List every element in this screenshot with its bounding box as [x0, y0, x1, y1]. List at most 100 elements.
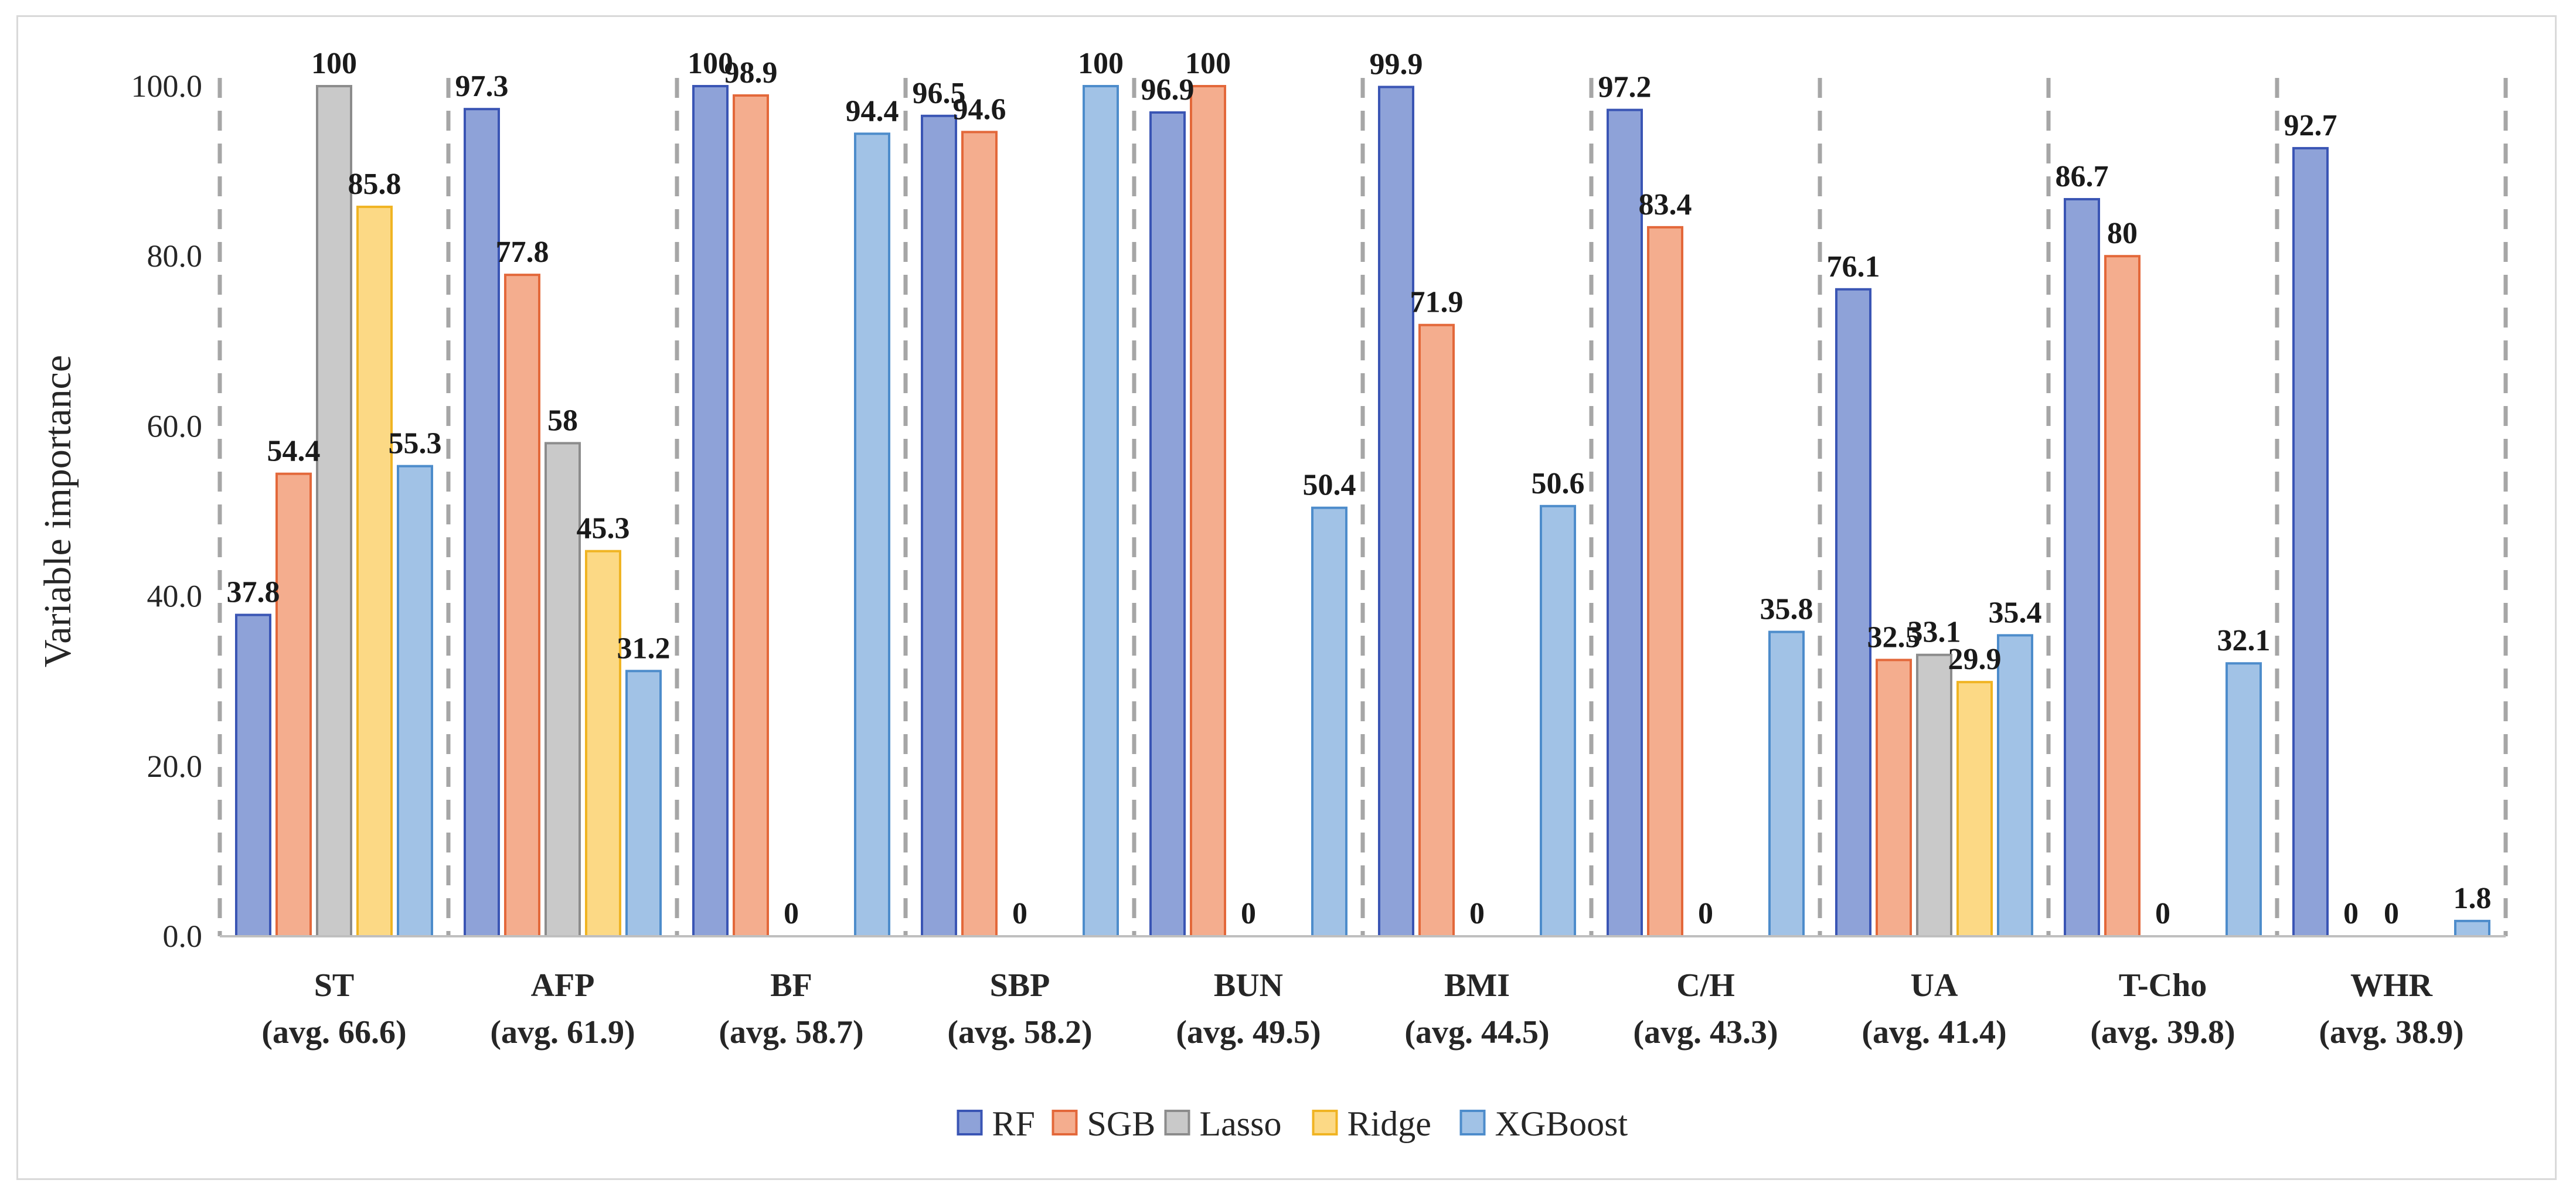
- bar-rf-afp: [464, 108, 500, 937]
- data-label-lasso-ua: 33.1: [1908, 616, 1961, 649]
- category-label-c-h: C/H: [1676, 967, 1735, 1004]
- data-label-sgb-bf: 98.9: [724, 56, 778, 90]
- category-label-bmi: BMI: [1444, 967, 1510, 1004]
- data-labels: 37.8 54.4 100 85.8 55.3 97.3 77.8 58 45.3 31.2 100…: [227, 47, 2492, 930]
- category-label-bun: BUN: [1214, 967, 1283, 1004]
- data-label-sgb-bun: 100: [1185, 47, 1231, 80]
- data-label-rf-ua: 76.1: [1827, 250, 1880, 284]
- y-tick-label: 80.0: [147, 238, 203, 274]
- bar-sgb-c-h: [1647, 226, 1683, 938]
- bar-sgb-sbp: [961, 131, 998, 937]
- bar-sgb-bun: [1190, 85, 1226, 937]
- y-tick-label: 20.0: [147, 749, 203, 784]
- bar-rf-st: [235, 613, 271, 937]
- legend-label-lasso: Lasso: [1200, 1104, 1282, 1143]
- legend-swatch-sgb: [1052, 1110, 1078, 1135]
- data-label-rf-bf: 100: [688, 47, 733, 80]
- data-label-lasso-t-cho: 0: [2155, 897, 2170, 930]
- y-tick-label: 100.0: [131, 69, 203, 104]
- category-subtitle-c-h: (avg. 43.3): [1633, 1014, 1778, 1051]
- category-label-afp: AFP: [531, 967, 595, 1004]
- data-label-xgboost-whr: 1.8: [2454, 882, 2492, 915]
- bar-sgb-bmi: [1418, 323, 1455, 938]
- data-label-ridge-afp: 45.3: [577, 512, 630, 545]
- x-axis: ST (avg. 66.6) AFP (avg. 61.9) BF (avg. 58.7)…: [220, 935, 2506, 1051]
- y-tick-label: 60.0: [147, 408, 203, 444]
- bar-sgb-t-cho: [2104, 255, 2141, 938]
- category-subtitle-bun: (avg. 49.5): [1176, 1014, 1321, 1051]
- category-subtitle-whr: (avg. 38.9): [2319, 1014, 2463, 1051]
- bars: [235, 85, 2490, 938]
- data-label-rf-bmi: 99.9: [1370, 47, 1423, 81]
- bar-lasso-st: [316, 85, 352, 937]
- bar-rf-bun: [1149, 111, 1186, 938]
- data-label-lasso-sbp: 0: [1012, 897, 1027, 930]
- data-label-sgb-bmi: 71.9: [1410, 286, 1464, 319]
- bar-xgboost-bf: [854, 132, 890, 938]
- y-tick-label: 40.0: [147, 579, 203, 614]
- bar-ridge-st: [356, 206, 393, 937]
- category-label-bf: BF: [770, 967, 812, 1004]
- legend-swatch-ridge: [1312, 1110, 1338, 1135]
- data-label-rf-whr: 92.7: [2284, 109, 2337, 142]
- bar-sgb-afp: [504, 274, 540, 938]
- bar-rf-sbp: [921, 114, 957, 937]
- data-label-rf-afp: 97.3: [455, 70, 509, 103]
- data-label-sgb-sbp: 94.6: [953, 93, 1006, 126]
- bar-rf-bf: [692, 85, 729, 937]
- bar-lasso-ua: [1916, 653, 1952, 937]
- data-label-xgboost-afp: 31.2: [617, 632, 671, 665]
- data-label-sgb-afp: 77.8: [496, 236, 549, 269]
- category-subtitle-st: (avg. 66.6): [261, 1014, 406, 1051]
- legend-swatch-lasso: [1164, 1110, 1190, 1135]
- category-label-st: ST: [314, 967, 355, 1004]
- bar-sgb-ua: [1876, 659, 1912, 938]
- data-label-lasso-afp: 58: [547, 404, 578, 437]
- category-label-t-cho: T-Cho: [2119, 967, 2207, 1004]
- data-label-sgb-ua: 32.5: [1867, 620, 1921, 654]
- legend-swatch-xgboost: [1459, 1110, 1486, 1135]
- legend-label-sgb: SGB: [1087, 1104, 1156, 1143]
- bar-rf-whr: [2292, 146, 2329, 938]
- data-label-lasso-whr: 0: [2384, 897, 2399, 930]
- legend-label-xgboost: XGBoost: [1495, 1104, 1628, 1143]
- bar-rf-ua: [1835, 288, 1871, 938]
- bar-sgb-bf: [733, 94, 769, 937]
- bar-ridge-ua: [1956, 681, 1993, 937]
- y-axis: 0.0 20.0 40.0 60.0 80.0 100.0 Variable importa…: [36, 69, 202, 954]
- data-label-sgb-t-cho: 80: [2107, 217, 2138, 250]
- legend-label-rf: RF: [992, 1104, 1035, 1143]
- category-label-sbp: SBP: [990, 967, 1050, 1004]
- data-label-xgboost-st: 55.3: [389, 427, 442, 461]
- bar-rf-bmi: [1378, 86, 1414, 937]
- bar-xgboost-afp: [625, 670, 662, 937]
- data-label-xgboost-t-cho: 32.1: [2217, 624, 2271, 657]
- data-label-rf-bun: 96.9: [1141, 73, 1195, 107]
- data-label-lasso-bun: 0: [1241, 897, 1256, 930]
- y-tick-label: 0.0: [163, 919, 203, 954]
- category-label-ua: UA: [1911, 967, 1958, 1004]
- data-label-xgboost-bmi: 50.6: [1532, 467, 1585, 500]
- bar-xgboost-c-h: [1768, 630, 1805, 937]
- data-label-ridge-st: 85.8: [348, 168, 401, 201]
- category-subtitle-ua: (avg. 41.4): [1862, 1014, 2006, 1051]
- data-label-sgb-whr: 0: [2343, 897, 2359, 930]
- data-label-xgboost-bf: 94.4: [846, 94, 899, 128]
- data-label-sgb-c-h: 83.4: [1639, 188, 1692, 221]
- category-subtitle-afp: (avg. 61.9): [490, 1014, 635, 1051]
- category-separators: [217, 78, 2508, 936]
- category-subtitle-t-cho: (avg. 39.8): [2090, 1014, 2235, 1051]
- data-label-lasso-st: 100: [311, 47, 357, 80]
- data-label-lasso-bf: 0: [784, 897, 799, 930]
- legend-swatch-rf: [957, 1110, 983, 1135]
- data-label-rf-sbp: 96.5: [913, 77, 966, 110]
- data-label-xgboost-c-h: 35.8: [1760, 593, 1813, 626]
- data-label-sgb-st: 54.4: [267, 435, 321, 468]
- category-subtitle-bmi: (avg. 44.5): [1404, 1014, 1549, 1051]
- bar-xgboost-t-cho: [2225, 662, 2262, 937]
- data-label-xgboost-bun: 50.4: [1303, 469, 1356, 502]
- data-label-xgboost-ua: 35.4: [1989, 596, 2042, 629]
- bar-ridge-afp: [585, 550, 621, 937]
- bar-lasso-afp: [545, 442, 581, 937]
- data-label-xgboost-sbp: 100: [1078, 47, 1124, 80]
